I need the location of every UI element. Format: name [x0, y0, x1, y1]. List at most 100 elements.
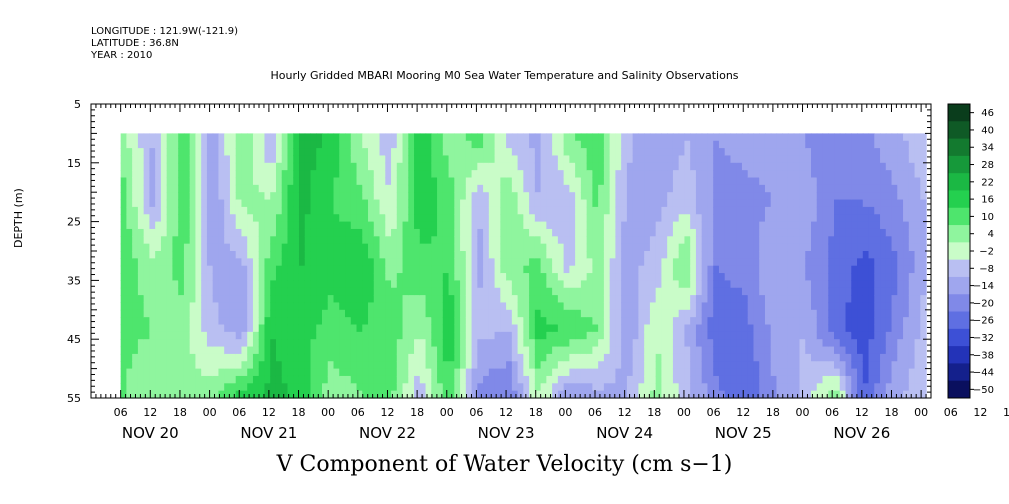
heatmap-cell	[891, 228, 898, 237]
heatmap-cell	[183, 133, 191, 142]
heatmap-cell	[908, 295, 916, 304]
heatmap-cell	[868, 273, 875, 281]
heatmap-cell	[494, 162, 501, 171]
heatmap-cell	[368, 368, 375, 377]
heatmap-cell	[672, 258, 680, 267]
heatmap-cell	[408, 361, 415, 370]
heatmap-cell	[339, 140, 346, 149]
heatmap-cell	[621, 140, 628, 149]
heatmap-cell	[747, 177, 755, 186]
heatmap-cell	[586, 273, 593, 281]
heatmap-cell	[506, 287, 513, 296]
heatmap-cell	[465, 265, 473, 274]
heatmap-cell	[149, 177, 156, 186]
heatmap-cell	[615, 251, 622, 259]
heatmap-cell	[471, 177, 478, 186]
heatmap-cell	[322, 170, 329, 179]
heatmap-cell	[736, 228, 743, 237]
heatmap-cell	[373, 273, 381, 281]
heatmap-cell	[160, 302, 168, 311]
heatmap-cell	[609, 177, 616, 186]
heatmap-cell	[897, 258, 904, 267]
heatmap-cell	[166, 302, 174, 311]
heatmap-cell	[609, 221, 616, 230]
heatmap-cell	[120, 184, 127, 193]
heatmap-cell	[350, 317, 358, 326]
heatmap-cell	[695, 214, 703, 223]
heatmap-cell	[368, 162, 375, 171]
heatmap-cell	[834, 133, 841, 142]
heatmap-cell	[891, 317, 898, 326]
heatmap-cell	[166, 317, 174, 326]
heatmap-cell	[206, 302, 214, 311]
heatmap-cell	[816, 148, 824, 157]
heatmap-cell	[350, 309, 358, 318]
heatmap-cell	[298, 309, 306, 318]
heatmap-cell	[275, 177, 283, 186]
heatmap-cell	[759, 390, 766, 399]
heatmap-cell	[465, 155, 473, 164]
heatmap-cell	[695, 184, 703, 193]
heatmap-cell	[615, 148, 622, 157]
heatmap-cell	[609, 199, 616, 208]
heatmap-cell	[540, 214, 547, 223]
heatmap-cell	[488, 273, 496, 281]
heatmap-cell	[638, 192, 645, 201]
heatmap-cell	[224, 170, 231, 179]
heatmap-cell	[862, 302, 870, 311]
heatmap-cell	[644, 295, 651, 304]
heatmap-cell	[667, 346, 674, 355]
heatmap-cell	[241, 192, 248, 201]
heatmap-cell	[903, 324, 910, 333]
heatmap-cell	[880, 236, 887, 245]
heatmap-cell	[770, 361, 778, 370]
heatmap-cell	[644, 236, 651, 245]
heatmap-cell	[730, 331, 737, 340]
heatmap-cell	[511, 280, 519, 289]
heatmap-cell	[546, 339, 553, 348]
heatmap-cell	[615, 339, 622, 348]
heatmap-cell	[235, 170, 243, 179]
heatmap-cell	[195, 177, 202, 186]
heatmap-cell	[517, 324, 524, 333]
heatmap-cell	[281, 324, 289, 333]
heatmap-cell	[235, 302, 243, 311]
heatmap-cell	[695, 287, 703, 296]
heatmap-cell	[868, 361, 875, 370]
heatmap-cell	[586, 140, 593, 149]
heatmap-cell	[425, 133, 432, 142]
heatmap-cell	[667, 133, 674, 142]
heatmap-cell	[425, 265, 432, 274]
heatmap-cell	[592, 390, 599, 399]
heatmap-cell	[621, 383, 628, 392]
heatmap-cell	[540, 243, 547, 252]
heatmap-cell	[437, 133, 444, 142]
heatmap-cell	[730, 273, 737, 281]
heatmap-cell	[431, 243, 438, 252]
heatmap-cell	[644, 339, 651, 348]
heatmap-cell	[799, 199, 806, 208]
heatmap-cell	[575, 184, 582, 193]
heatmap-cell	[293, 324, 300, 333]
heatmap-cell	[264, 339, 271, 348]
heatmap-cell	[644, 258, 651, 267]
heatmap-cell	[563, 280, 570, 289]
heatmap-cell	[747, 192, 755, 201]
heatmap-cell	[385, 375, 392, 384]
heatmap-cell	[540, 280, 547, 289]
heatmap-cell	[477, 280, 484, 289]
heatmap-cell	[264, 155, 271, 164]
heatmap-cell	[718, 221, 726, 230]
heatmap-cell	[649, 368, 657, 377]
heatmap-cell	[632, 140, 640, 149]
heatmap-cell	[529, 155, 536, 164]
heatmap-cell	[787, 148, 795, 157]
heatmap-cell	[345, 383, 352, 392]
heatmap-cell	[143, 317, 151, 326]
heatmap-cell	[575, 273, 582, 281]
heatmap-cell	[408, 346, 415, 355]
heatmap-cell	[580, 383, 588, 392]
heatmap-cell	[868, 339, 875, 348]
heatmap-cell	[322, 192, 329, 201]
heatmap-cell	[258, 258, 266, 267]
